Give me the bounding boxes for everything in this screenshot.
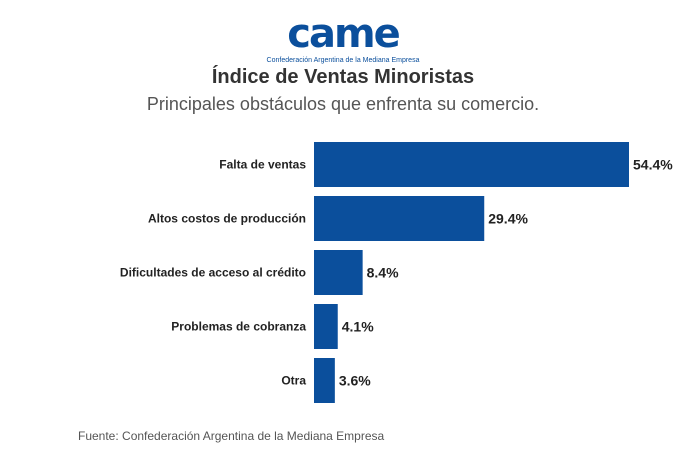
value-label-4: 3.6%	[339, 373, 371, 389]
value-label-1: 29.4%	[488, 211, 528, 227]
bar-1	[314, 196, 485, 241]
category-label-3: Problemas de cobranza	[171, 320, 306, 334]
bar-3	[314, 304, 338, 349]
logo-subtitle: Confederación Argentina de la Mediana Em…	[266, 57, 420, 64]
category-label-2: Dificultades de acceso al crédito	[120, 266, 306, 280]
source-note: Fuente: Confederación Argentina de la Me…	[78, 429, 385, 443]
bar-2	[314, 250, 363, 295]
chart-title: Índice de Ventas Minoristas	[211, 66, 475, 88]
bar-0	[314, 142, 629, 187]
came-logo: came Confederación Argentina de la Media…	[0, 12, 686, 70]
category-label-0: Falta de ventas	[219, 158, 306, 172]
logo-wordmark: came	[287, 11, 401, 57]
value-label-3: 4.1%	[342, 319, 374, 335]
category-label-4: Otra	[281, 374, 306, 388]
chart-subtitle: Principales obstáculos que enfrenta su c…	[146, 94, 540, 114]
category-label-1: Altos costos de producción	[148, 212, 306, 226]
value-label-2: 8.4%	[367, 265, 399, 281]
value-label-0: 54.4%	[633, 157, 673, 173]
bar-4	[314, 358, 335, 403]
